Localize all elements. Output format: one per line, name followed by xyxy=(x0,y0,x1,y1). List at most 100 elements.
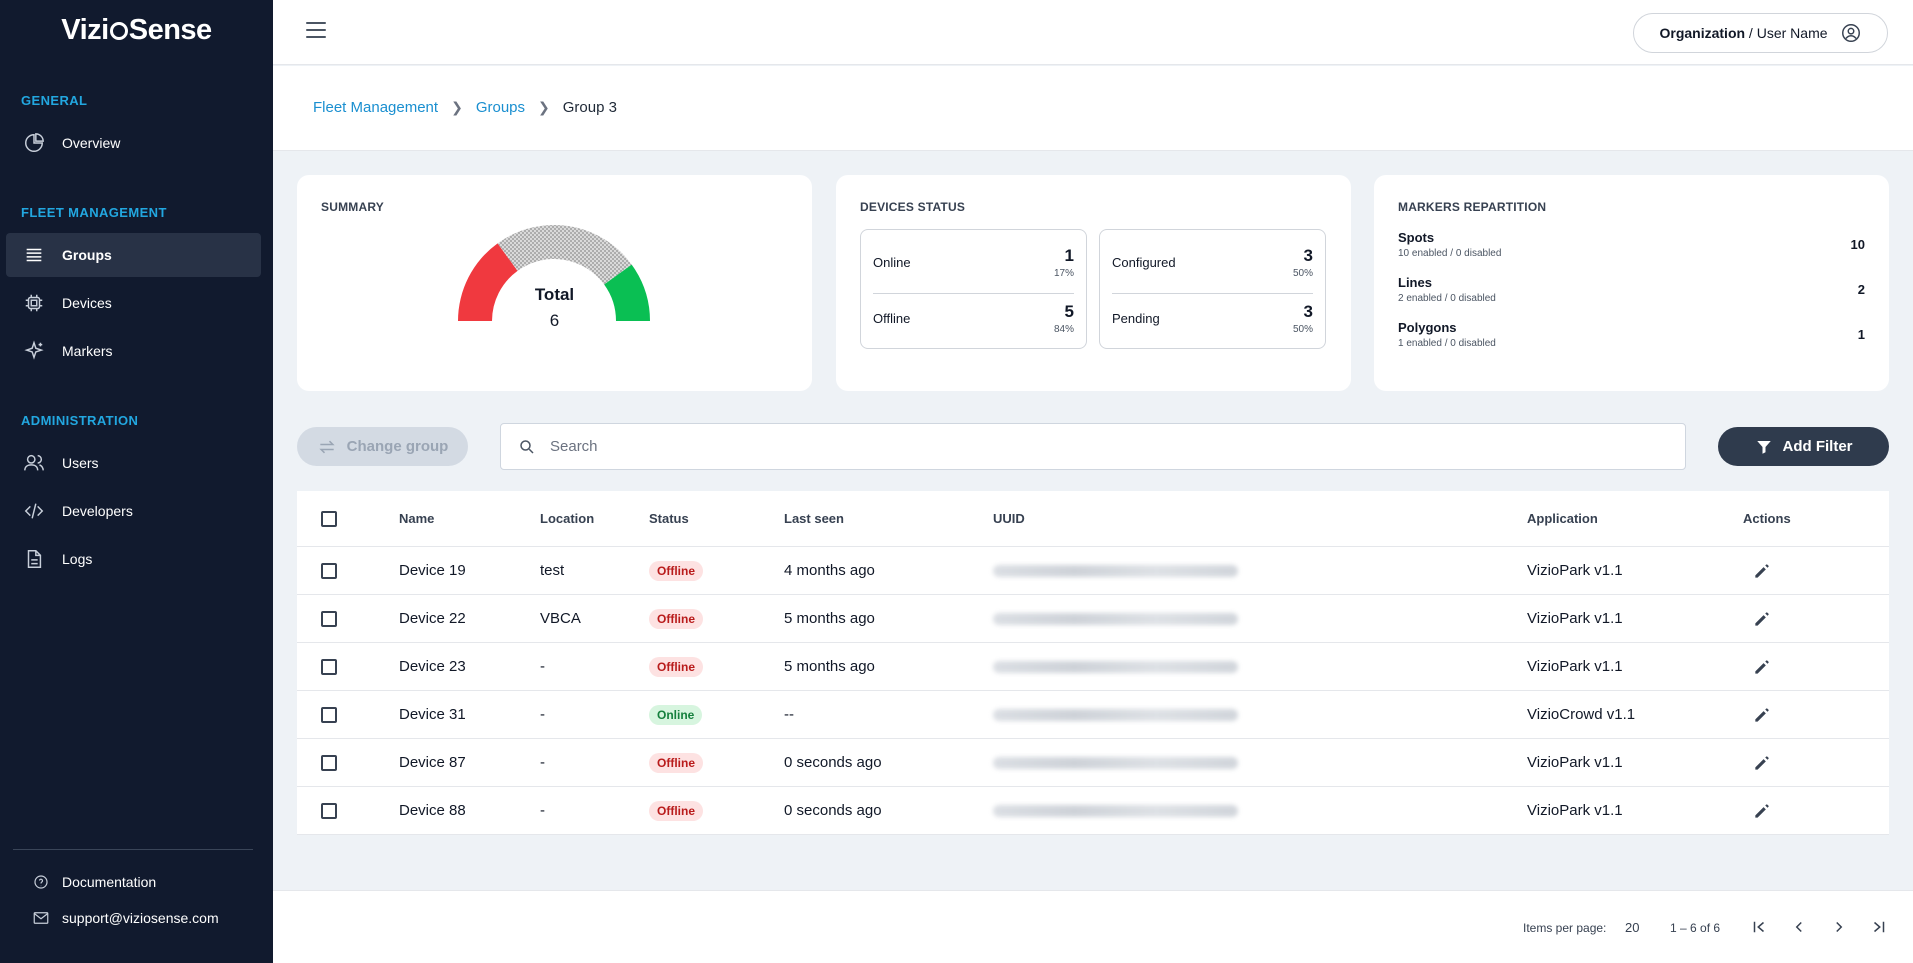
table-row[interactable]: Device 23 - 5 months ago VizioPark v1.1 Offl… xyxy=(297,643,1889,691)
search-field[interactable] xyxy=(500,423,1686,470)
change-group-button[interactable]: Change group xyxy=(297,427,468,466)
status-box-configuration: Configured 3 50% Pending 3 50% xyxy=(1099,229,1326,349)
column-header-location[interactable]: Location xyxy=(540,511,595,526)
marker-sub: 1 enabled / 0 disabled xyxy=(1398,338,1496,349)
search-input[interactable] xyxy=(550,438,1650,455)
user-circle-icon xyxy=(1841,24,1860,42)
gauge-total-label: Total xyxy=(534,285,575,304)
user-menu-button[interactable]: Organization / User Name xyxy=(1633,13,1888,53)
status-badge: Online xyxy=(649,704,703,725)
row-checkbox[interactable] xyxy=(321,754,337,771)
table-row[interactable]: Device 19 test 4 months ago VizioPark v1.1 O… xyxy=(297,547,1889,595)
row-checkbox[interactable] xyxy=(321,706,337,723)
table-row[interactable]: Device 88 - 0 seconds ago VizioPark v1.1 Off… xyxy=(297,787,1889,835)
status-percent: 50% xyxy=(1292,267,1313,279)
sidebar-item-developers[interactable]: Developers xyxy=(6,489,261,533)
column-header-last-seen[interactable]: Last seen xyxy=(784,511,844,526)
status-offline: Offline 5 84% xyxy=(873,293,1074,343)
organization-label: Organization xyxy=(1659,25,1746,41)
marker-row-polygons: Polygons 1 enabled / 0 disabled 1 xyxy=(1398,320,1865,349)
row-checkbox[interactable] xyxy=(321,802,337,819)
mail-icon xyxy=(33,912,49,924)
sidebar-item-users[interactable]: Users xyxy=(6,441,261,485)
edit-icon[interactable] xyxy=(1752,609,1772,629)
sidebar-item-label: Markers xyxy=(62,343,113,359)
edit-icon[interactable] xyxy=(1752,801,1772,821)
table-row[interactable]: Device 22 VBCA 5 months ago VizioPark v1.1 O… xyxy=(297,595,1889,643)
add-filter-label: Add Filter xyxy=(1782,438,1853,455)
marker-sub: 2 enabled / 0 disabled xyxy=(1398,293,1496,304)
sidebar-item-logs[interactable]: Logs xyxy=(6,537,261,581)
first-page-button[interactable] xyxy=(1746,914,1772,940)
sidebar-item-overview[interactable]: Overview xyxy=(6,121,261,165)
marker-row-lines: Lines 2 enabled / 0 disabled 2 xyxy=(1398,275,1865,304)
row-checkbox[interactable] xyxy=(321,562,337,579)
device-location: - xyxy=(540,658,545,675)
table-row[interactable]: Device 87 - 0 seconds ago VizioPark v1.1 Off… xyxy=(297,739,1889,787)
status-badge: Offline xyxy=(649,608,703,629)
items-per-page-select[interactable]: 20 xyxy=(1625,920,1640,935)
section-title-administration: ADMINISTRATION xyxy=(21,413,139,428)
device-location: - xyxy=(540,802,545,819)
select-all-checkbox[interactable] xyxy=(321,510,337,527)
devices-status-title: DEVICES STATUS xyxy=(860,200,966,214)
sidebar-item-label: Users xyxy=(62,455,99,471)
edit-icon[interactable] xyxy=(1752,705,1772,725)
row-checkbox[interactable] xyxy=(321,658,337,675)
documentation-link[interactable]: Documentation xyxy=(32,873,156,891)
status-label: Configured xyxy=(1112,254,1176,270)
device-location: - xyxy=(540,706,545,723)
status-label: Pending xyxy=(1112,311,1160,326)
sidebar-divider xyxy=(13,849,253,850)
status-value: 5 xyxy=(1064,302,1074,321)
users-icon xyxy=(22,451,46,475)
edit-icon[interactable] xyxy=(1752,561,1772,581)
edit-icon[interactable] xyxy=(1752,753,1772,773)
sidebar-item-label: Logs xyxy=(62,551,93,567)
device-location: test xyxy=(540,562,565,579)
marker-count: 10 xyxy=(1850,237,1865,252)
device-last-seen: -- xyxy=(784,706,794,723)
sidebar-item-label: Groups xyxy=(62,247,112,263)
edit-icon[interactable] xyxy=(1752,657,1772,677)
status-badge: Offline xyxy=(649,560,703,581)
row-checkbox[interactable] xyxy=(321,610,337,627)
header-separator: / xyxy=(1745,25,1757,41)
documentation-label: Documentation xyxy=(62,874,157,890)
breadcrumb: Fleet Management ❯ Groups ❯ Group 3 xyxy=(313,99,617,116)
column-header-status[interactable]: Status xyxy=(649,511,689,526)
device-location: - xyxy=(540,754,545,771)
top-bar: Organization / User Name xyxy=(273,0,1913,65)
summary-card: SUMMARY Total 6 xyxy=(297,175,812,391)
sidebar-item-devices[interactable]: Devices xyxy=(6,281,261,325)
column-header-application[interactable]: Application xyxy=(1527,511,1598,526)
table-row[interactable]: Device 31- -- VizioCrowd v1.1 Online xyxy=(297,691,1889,739)
status-badge: Offline xyxy=(649,656,703,677)
device-name: Device 88 xyxy=(399,802,466,819)
sidebar-item-label: Developers xyxy=(62,503,133,519)
column-header-uuid[interactable]: UUID xyxy=(993,511,1025,526)
next-page-button[interactable] xyxy=(1826,914,1852,940)
add-filter-button[interactable]: Add Filter xyxy=(1718,427,1889,466)
status-percent: 84% xyxy=(1053,324,1074,335)
column-header-name[interactable]: Name xyxy=(399,511,435,526)
gauge-segment-online xyxy=(604,264,650,321)
device-last-seen: 5 months ago xyxy=(784,658,875,675)
menu-icon[interactable] xyxy=(306,22,326,38)
marker-count: 2 xyxy=(1857,282,1865,297)
support-email-link[interactable]: support@viziosense.com xyxy=(32,909,219,927)
previous-page-button[interactable] xyxy=(1786,914,1812,940)
sparkle-icon xyxy=(22,339,46,363)
devices-table: Name Location Status Last seen UUID Appl… xyxy=(297,491,1889,835)
breadcrumb-current: Group 3 xyxy=(562,99,617,116)
last-page-button[interactable] xyxy=(1866,914,1892,940)
status-percent: 50% xyxy=(1292,324,1313,335)
device-last-seen: 0 seconds ago xyxy=(784,802,882,819)
sidebar-item-groups[interactable]: Groups xyxy=(6,233,261,277)
breadcrumb-fleet-management[interactable]: Fleet Management xyxy=(313,99,439,116)
viziosense-logo[interactable]: Vizi Sense xyxy=(61,14,212,46)
uuid-redacted xyxy=(993,804,1238,817)
status-badge: Offline xyxy=(649,752,703,773)
sidebar-item-markers[interactable]: Markers xyxy=(6,329,261,373)
breadcrumb-groups[interactable]: Groups xyxy=(475,99,526,116)
